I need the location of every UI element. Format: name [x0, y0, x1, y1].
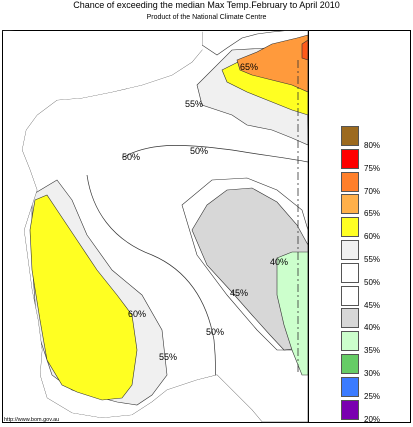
legend-label: 45% — [364, 300, 381, 310]
legend-label: 40% — [364, 323, 381, 333]
contour-50-central — [86, 174, 216, 406]
legend-swatch — [341, 308, 359, 329]
legend-swatch — [341, 194, 359, 215]
contour-label-60: 60% — [128, 309, 146, 319]
shade-35 — [276, 251, 309, 376]
map-canvas: 65% 55% 50% 50% 40% 45% 60% 50% 55% — [2, 30, 411, 423]
legend-label: 65% — [364, 209, 381, 219]
contour-50-north — [121, 144, 309, 163]
ocean-west — [3, 31, 262, 422]
legend-swatch — [341, 285, 359, 306]
contour-label-55-south: 55% — [159, 352, 177, 362]
contour-label-55-north: 55% — [185, 99, 203, 109]
contour-label-40: 40% — [270, 257, 288, 267]
legend-label: 75% — [364, 163, 381, 173]
legend-swatch — [341, 262, 359, 283]
source-url: http://www.bom.gov.au — [4, 417, 60, 423]
map-subtitle: Product of the National Climate Centre — [146, 14, 267, 21]
map-title: Chance of exceeding the median Max Temp.… — [73, 0, 340, 10]
legend-label: 20% — [364, 414, 381, 424]
shade-60-west — [29, 194, 138, 401]
legend-swatch — [341, 376, 359, 397]
legend-label: 60% — [364, 232, 381, 242]
legend-label: 50% — [364, 277, 381, 287]
contour-label-65: 65% — [240, 62, 258, 72]
contour-label-50-west: 50% — [122, 152, 140, 162]
legend-swatch — [341, 399, 359, 420]
legend-label: 70% — [364, 186, 381, 196]
legend-swatch — [341, 126, 359, 146]
legend-label: 35% — [364, 346, 381, 356]
contour-label-50-south: 50% — [206, 327, 224, 337]
legend-swatch — [341, 331, 359, 352]
legend-label: 25% — [364, 391, 381, 401]
legend-swatch — [341, 354, 359, 374]
legend-swatch — [341, 240, 359, 260]
legend-swatch — [341, 217, 359, 238]
legend-swatch — [341, 171, 359, 192]
legend-background — [309, 31, 410, 422]
legend-label: 80% — [364, 141, 381, 150]
contour-label-50-mid: 50% — [190, 146, 208, 156]
legend-swatch — [341, 148, 359, 169]
contour-label-45: 45% — [230, 288, 248, 298]
legend-label: 30% — [364, 369, 381, 378]
legend-label: 55% — [364, 255, 381, 264]
